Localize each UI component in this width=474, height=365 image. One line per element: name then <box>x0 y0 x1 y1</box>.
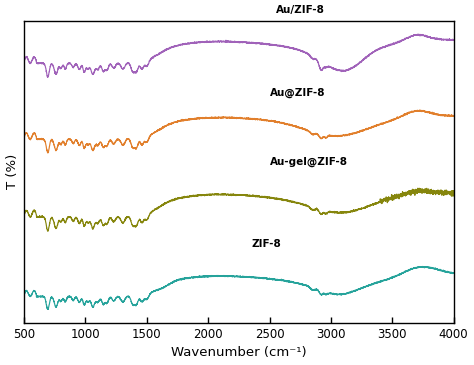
Text: Au-gel@ZIF-8: Au-gel@ZIF-8 <box>270 157 347 167</box>
Y-axis label: T (%): T (%) <box>6 154 18 189</box>
Text: Au@ZIF-8: Au@ZIF-8 <box>270 88 325 98</box>
X-axis label: Wavenumber (cm⁻¹): Wavenumber (cm⁻¹) <box>171 346 307 360</box>
Text: Au/ZIF-8: Au/ZIF-8 <box>276 5 325 15</box>
Text: ZIF-8: ZIF-8 <box>251 239 281 249</box>
